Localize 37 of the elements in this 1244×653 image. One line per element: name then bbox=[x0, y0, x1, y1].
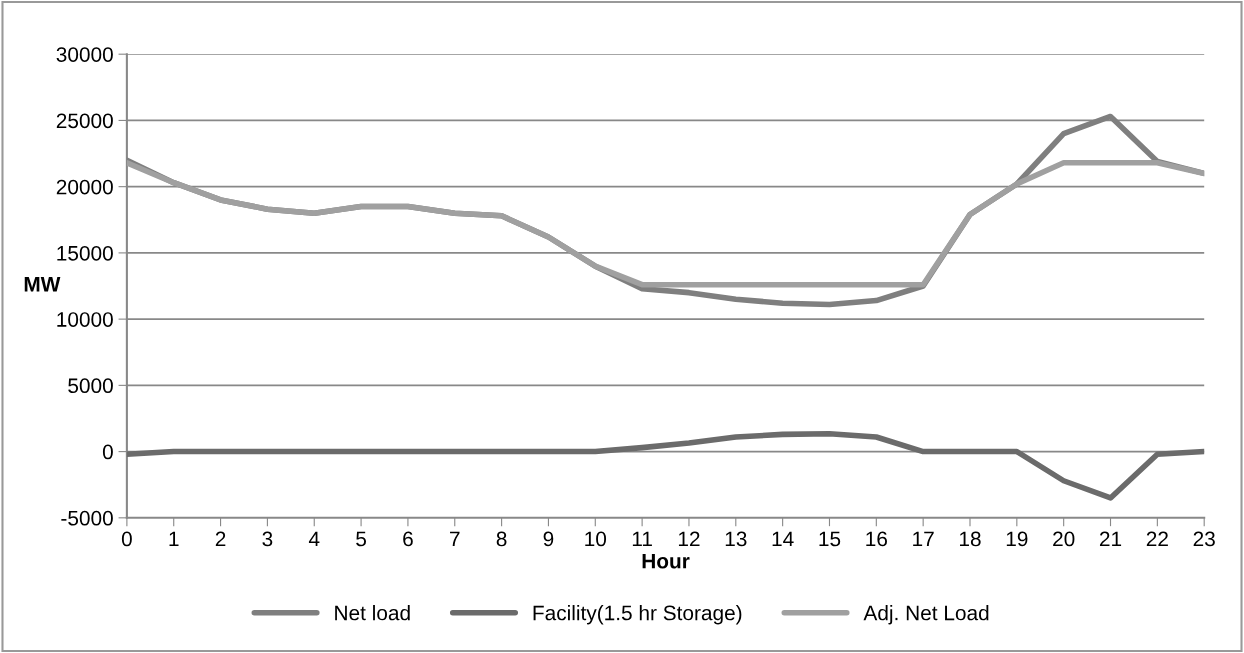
x-tick-label: 9 bbox=[543, 531, 554, 547]
y-tick-label: -5000 bbox=[61, 510, 113, 526]
x-tick-label: 3 bbox=[262, 531, 273, 547]
x-tick-label: 16 bbox=[866, 531, 887, 547]
y-axis-title: MW bbox=[24, 277, 61, 292]
x-tick-label: 12 bbox=[678, 531, 700, 547]
x-axis-title: Hour bbox=[642, 553, 690, 569]
y-tick-label: 5000 bbox=[68, 378, 113, 394]
x-tick-label: 2 bbox=[215, 531, 226, 547]
x-tick-label: 6 bbox=[403, 531, 413, 547]
y-tick-label: 25000 bbox=[56, 113, 113, 129]
x-tick-label: 5 bbox=[356, 531, 366, 547]
x-tick-label: 1 bbox=[169, 531, 179, 547]
y-tick-label: 20000 bbox=[56, 179, 113, 195]
x-tick-label: 17 bbox=[913, 531, 934, 547]
x-tick-label: 7 bbox=[450, 531, 460, 547]
legend-label: Facility(1.5 hr Storage) bbox=[533, 605, 742, 625]
x-tick-label: 19 bbox=[1006, 531, 1028, 547]
y-tick-label: 30000 bbox=[56, 47, 113, 62]
y-tick-label: 10000 bbox=[57, 312, 113, 327]
x-tick-label: 22 bbox=[1146, 531, 1168, 547]
legend-label: Adj. Net Load bbox=[863, 605, 989, 625]
x-tick-label: 23 bbox=[1193, 531, 1215, 547]
x-tick-label: 8 bbox=[496, 531, 507, 547]
x-tick-label: 21 bbox=[1099, 531, 1122, 547]
x-tick-label: 20 bbox=[1053, 531, 1075, 547]
y-tick-label: 15000 bbox=[57, 245, 113, 261]
x-tick-label: 15 bbox=[819, 531, 841, 547]
x-tick-label: 4 bbox=[308, 531, 320, 547]
legend-label: Net load bbox=[335, 605, 410, 621]
x-tick-label: 10 bbox=[585, 531, 607, 547]
x-tick-label: 0 bbox=[121, 531, 132, 547]
y-tick-label: 0 bbox=[102, 444, 113, 460]
x-tick-label: 18 bbox=[960, 531, 981, 547]
x-tick-label: 11 bbox=[632, 531, 652, 547]
x-tick-label: 13 bbox=[725, 531, 747, 547]
x-tick-label: 14 bbox=[772, 531, 794, 547]
